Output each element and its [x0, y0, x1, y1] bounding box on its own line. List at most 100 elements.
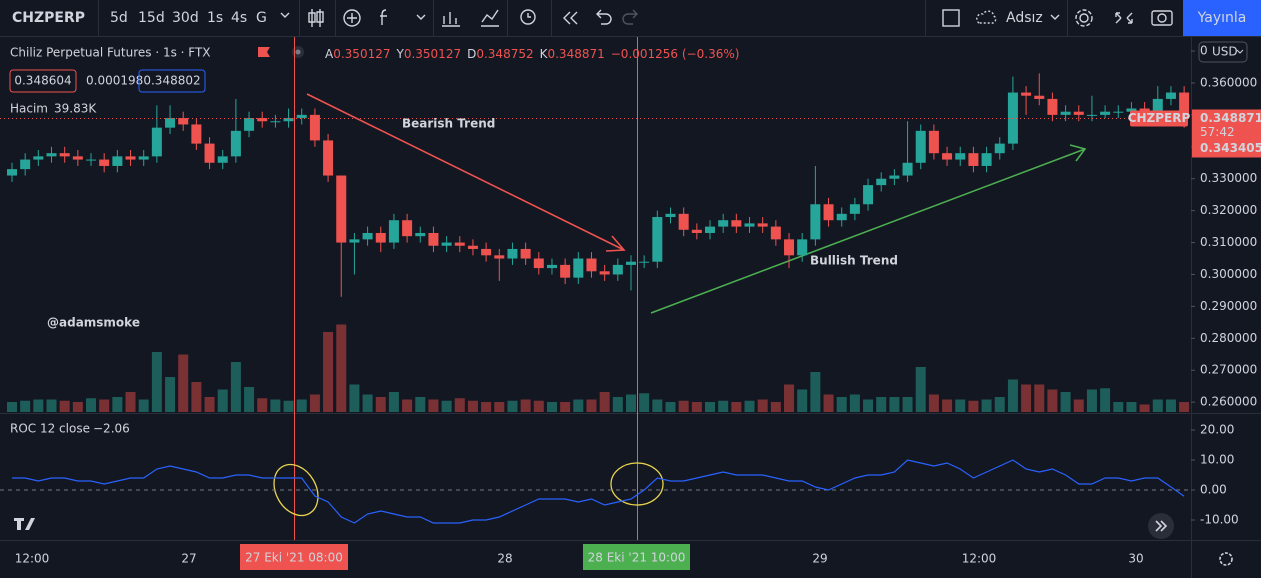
candle-body — [797, 239, 808, 256]
interval[interactable]: 1s — [207, 10, 223, 26]
y-tick-label: 0.310000 — [1200, 235, 1257, 249]
interval[interactable]: 30d — [172, 10, 199, 26]
volume-bar — [691, 402, 702, 412]
candle-body — [1113, 111, 1124, 113]
ohlc-value: 0.348752 — [476, 47, 533, 61]
candle-body — [7, 169, 17, 176]
candle-body — [72, 156, 83, 160]
bottom-icons — [14, 513, 1233, 566]
crosshair-label: 27 Eki '21 08:00 — [245, 551, 343, 565]
candle-body — [362, 232, 373, 240]
volume-bar — [99, 399, 110, 412]
volume-bar — [1021, 384, 1032, 412]
volume-bar — [204, 397, 215, 412]
interval[interactable]: 4s — [231, 10, 247, 26]
candle-body — [520, 248, 531, 259]
volume-bar — [678, 400, 689, 412]
candle-body — [481, 248, 492, 256]
volume-bar — [415, 397, 426, 412]
volume-bar — [639, 393, 650, 412]
highlight-ellipses — [273, 462, 664, 517]
candle-body — [955, 153, 966, 160]
toolbar-icons[interactable] — [280, 9, 1173, 27]
candle-body — [994, 143, 1005, 154]
currency-caret — [1236, 49, 1244, 54]
price-tag-countdown: 57:42 — [1200, 125, 1235, 139]
candle-body — [1100, 111, 1111, 115]
volume-bar — [586, 399, 597, 412]
candle-body — [770, 226, 781, 240]
candle-body — [691, 229, 702, 233]
roc-value: −2.06 — [93, 422, 130, 436]
volume-bar — [7, 402, 17, 412]
candle-body — [1165, 92, 1176, 99]
volume-bar — [270, 399, 281, 412]
candle-body — [639, 261, 650, 263]
candle-body — [731, 220, 742, 227]
interval[interactable]: G — [256, 10, 267, 26]
time-label: 12:00 — [15, 552, 50, 566]
volume-bar — [481, 402, 492, 412]
currency-button[interactable] — [1198, 41, 1248, 63]
candle-body — [1139, 108, 1150, 112]
candle-body — [1086, 114, 1097, 116]
time-label: 28 — [497, 552, 512, 566]
y-tick-label: 0.360000 — [1200, 75, 1257, 89]
volume-bar — [942, 399, 953, 412]
symbol-tag — [1130, 110, 1188, 127]
volume-bar — [257, 398, 268, 412]
ohlc-key: Y — [395, 47, 404, 61]
candle-body — [428, 232, 439, 246]
volume-bar — [1007, 379, 1018, 412]
volume-bar — [784, 384, 795, 412]
time-label: 30 — [1128, 552, 1143, 566]
interval[interactable]: 15d — [138, 10, 165, 26]
volume-bar — [625, 394, 636, 412]
volume-name: Hacim — [10, 102, 48, 116]
volume-bar — [349, 384, 360, 412]
candle-body — [915, 130, 926, 163]
volume-bar — [165, 377, 176, 412]
volume-bar — [731, 402, 742, 412]
volume-bar — [1047, 389, 1058, 412]
candle-body — [665, 213, 676, 218]
volume-bar — [296, 399, 307, 412]
volume-bar — [520, 399, 531, 412]
volume-bar — [1126, 402, 1137, 412]
volume-bar — [72, 402, 83, 412]
candle-body — [705, 226, 716, 233]
volume-bar — [1034, 384, 1045, 412]
time-label: 12:00 — [962, 552, 997, 566]
ohlc-key: D — [467, 47, 476, 61]
symbol-tag-label: CHZPERP — [1128, 111, 1191, 125]
interval[interactable]: 5d — [110, 10, 128, 26]
candle-body — [59, 153, 70, 157]
candle-body — [573, 258, 584, 278]
price-tag-prev: 0.343405 — [1200, 141, 1261, 155]
currency: USD — [1212, 45, 1238, 59]
volume-bar — [1100, 388, 1111, 412]
roc-tick-label: 0.00 — [1200, 482, 1227, 496]
volume-bar — [375, 397, 386, 412]
volume-bar — [178, 354, 189, 412]
volume-bar — [744, 400, 755, 412]
candle-body — [230, 130, 241, 157]
settings-button[interactable] — [1219, 552, 1233, 566]
candle-body — [494, 255, 505, 259]
bid: 0.348604 — [14, 74, 71, 88]
candle-body — [546, 264, 557, 269]
time-label: 29 — [812, 552, 827, 566]
volume-bar — [770, 402, 781, 412]
y-tick-label: 0.320000 — [1200, 203, 1257, 217]
volume-bar — [1179, 402, 1190, 412]
candle-body — [810, 204, 821, 240]
bearish-label: Bearish Trend — [402, 117, 495, 131]
crosshair-lines — [294, 37, 638, 540]
publish-button[interactable] — [1183, 0, 1261, 36]
ohlc-change: −0.001256 (−0.36%) — [611, 47, 740, 61]
roc-line — [12, 459, 1185, 524]
volume-bar — [151, 352, 162, 412]
volume-bar — [599, 392, 610, 412]
volume-bar — [994, 397, 1005, 412]
volume-bar — [836, 397, 847, 412]
